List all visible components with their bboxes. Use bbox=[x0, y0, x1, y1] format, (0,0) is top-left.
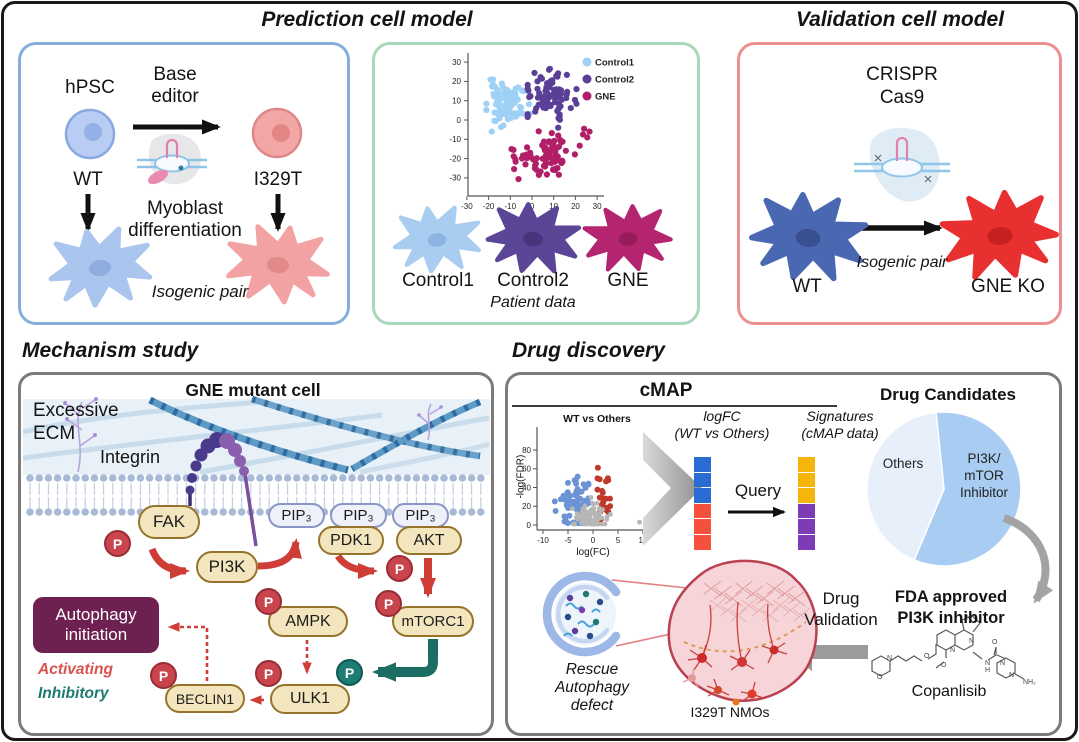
node-mtorc1: mTORC1 bbox=[392, 606, 474, 637]
activating-legend: Activating bbox=[38, 661, 113, 678]
signature-column-square bbox=[798, 503, 815, 519]
volcano-xlabel: log(FC) bbox=[576, 547, 610, 558]
myoblast-label-1: Myoblast bbox=[146, 198, 224, 219]
phospho-badge-p-ulk1-left: P bbox=[255, 660, 282, 687]
signature-column-square bbox=[798, 535, 815, 550]
i329t-label: I329T bbox=[253, 169, 303, 190]
fda-label-1: FDA approved bbox=[894, 588, 1008, 606]
validation-section-title: Validation cell model bbox=[795, 8, 1005, 31]
autophagy-line-1: Autophagy bbox=[55, 605, 137, 625]
node-pip3: PIP₃ bbox=[392, 503, 449, 528]
phospho-badge-p-fak: P bbox=[104, 530, 131, 557]
myoblast-label-2: differentiation bbox=[128, 220, 242, 241]
excessive-ecm-label-2: ECM bbox=[33, 423, 76, 444]
node-beclin1: BECLIN1 bbox=[165, 684, 245, 713]
validation-isogenic-pair-label: Isogenic pair bbox=[856, 254, 948, 271]
gne-mutant-cell-title: GNE mutant cell bbox=[185, 380, 321, 400]
logfc-label-1: logFC bbox=[703, 408, 741, 424]
signature-column-square bbox=[798, 472, 815, 488]
crispr-label: CRISPR bbox=[866, 64, 938, 85]
hpsc-label: hPSC bbox=[65, 77, 115, 98]
phospho-badge-p-beclin1: P bbox=[150, 662, 177, 689]
rescue-label-2: Autophagy bbox=[554, 679, 630, 696]
logfc-column-square bbox=[694, 457, 711, 472]
logfc-column-square bbox=[694, 488, 711, 503]
copanlisib-label: Copanlisib bbox=[911, 683, 987, 700]
logfc-column-square bbox=[694, 503, 711, 519]
drug-candidates-title: Drug Candidates bbox=[879, 385, 1017, 404]
phospho-badge-p-ulk1-right: P bbox=[336, 659, 363, 686]
logfc-label-2: (WT vs Others) bbox=[674, 425, 770, 441]
node-pi3k: PI3K bbox=[196, 551, 258, 583]
organoid-label: I329T NMOs bbox=[690, 704, 770, 720]
validation-wt-label: WT bbox=[792, 276, 822, 297]
logfc-column-square bbox=[694, 535, 711, 550]
drug-validation-label-2: Validation bbox=[804, 610, 878, 629]
autophagy-initiation-box: Autophagy initiation bbox=[33, 597, 159, 653]
query-label: Query bbox=[734, 481, 782, 500]
patient-control1-label: Control1 bbox=[402, 270, 474, 291]
node-fak: FAK bbox=[138, 505, 200, 539]
isogenic-pair-label: Isogenic pair bbox=[151, 282, 249, 301]
excessive-ecm-label-1: Excessive bbox=[33, 400, 119, 421]
rescue-label-1: Rescue bbox=[565, 661, 619, 678]
cas9-label: Cas9 bbox=[879, 87, 925, 108]
patient-control2-label: Control2 bbox=[497, 270, 569, 291]
fda-label-2: PI3K inhibitor bbox=[897, 609, 1005, 627]
cmap-title: cMAP bbox=[639, 380, 693, 401]
mechanism-section-title: Mechanism study bbox=[22, 339, 199, 362]
signatures-label-1: Signatures bbox=[806, 408, 874, 424]
wt-label: WT bbox=[73, 169, 103, 190]
signatures-label-2: (cMAP data) bbox=[801, 425, 879, 441]
integrin-label: Integrin bbox=[100, 447, 161, 467]
node-ulk1: ULK1 bbox=[270, 684, 350, 714]
node-pdk1: PDK1 bbox=[318, 526, 384, 555]
patient-gne-label: GNE bbox=[607, 270, 649, 291]
logfc-column-square bbox=[694, 519, 711, 534]
node-ampk: AMPK bbox=[268, 606, 348, 637]
signature-column-square bbox=[798, 488, 815, 503]
cmap-divider bbox=[512, 405, 837, 407]
patient-data-caption: Patient data bbox=[490, 294, 576, 311]
volcano-ylabel: -log(FDR) bbox=[515, 454, 527, 499]
node-pip1: PIP₃ bbox=[268, 503, 325, 528]
inhibitory-legend: Inhibitory bbox=[38, 685, 109, 702]
base-editor-label-2: editor bbox=[151, 86, 199, 107]
volcano-title: WT vs Others bbox=[563, 413, 631, 425]
signature-column-square bbox=[798, 457, 815, 472]
node-akt: AKT bbox=[396, 526, 462, 555]
prediction-section-title: Prediction cell model bbox=[261, 8, 473, 31]
node-pip2: PIP₃ bbox=[330, 503, 387, 528]
phospho-badge-p-ampk: P bbox=[255, 588, 282, 615]
autophagy-line-2: initiation bbox=[64, 625, 128, 644]
drug-validation-label-1: Drug bbox=[822, 589, 860, 608]
gne-ko-label: GNE KO bbox=[971, 276, 1045, 297]
phospho-badge-p-akt: P bbox=[386, 555, 413, 582]
base-editor-label-1: Base bbox=[153, 64, 197, 85]
signature-column-square bbox=[798, 519, 815, 534]
logfc-column-square bbox=[694, 472, 711, 488]
drug-discovery-section-title: Drug discovery bbox=[512, 339, 665, 362]
phospho-badge-p-mtorc1: P bbox=[375, 590, 402, 617]
rescue-label-3: defect bbox=[570, 697, 614, 714]
